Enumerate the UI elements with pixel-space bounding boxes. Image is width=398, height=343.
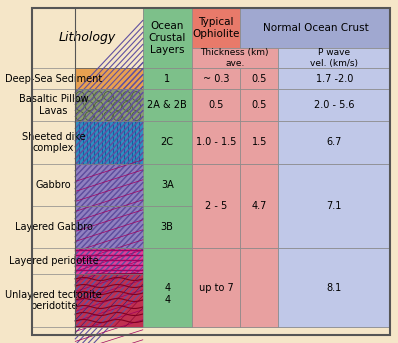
Text: Lithology: Lithology	[59, 32, 116, 45]
Bar	[278, 248, 390, 327]
Bar	[75, 248, 143, 274]
Bar	[75, 68, 143, 89]
Text: 2A & 2B: 2A & 2B	[147, 100, 187, 110]
Bar	[191, 274, 240, 327]
Text: 4.7: 4.7	[252, 201, 267, 211]
Text: Layered Gabbro: Layered Gabbro	[15, 222, 93, 232]
Text: 3B: 3B	[161, 222, 174, 232]
Text: Deep-Sea Sediment: Deep-Sea Sediment	[5, 74, 102, 84]
Bar	[191, 248, 240, 327]
Bar	[240, 248, 278, 327]
Bar	[191, 68, 240, 89]
Text: Typical
Ophiolite: Typical Ophiolite	[192, 17, 240, 39]
Text: 1.0 - 1.5: 1.0 - 1.5	[196, 137, 236, 147]
Text: 0.5: 0.5	[252, 74, 267, 84]
Text: 6.7: 6.7	[326, 137, 342, 147]
Bar	[143, 206, 191, 248]
Text: 4: 4	[164, 295, 170, 306]
Text: 7.1: 7.1	[326, 201, 342, 211]
Bar	[240, 121, 278, 164]
Bar	[278, 48, 390, 68]
Bar	[75, 164, 143, 206]
Text: Normal Ocean Crust: Normal Ocean Crust	[263, 23, 368, 33]
Text: up to 7: up to 7	[199, 283, 233, 293]
Text: 1.7 -2.0: 1.7 -2.0	[316, 74, 353, 84]
Bar	[191, 121, 240, 164]
Bar	[240, 89, 278, 121]
Bar	[32, 8, 143, 68]
Bar	[278, 89, 390, 121]
Bar	[75, 206, 143, 248]
Bar	[191, 248, 240, 274]
Bar	[278, 164, 390, 206]
Text: 3A: 3A	[161, 180, 174, 190]
Bar	[278, 206, 390, 248]
Bar	[143, 164, 191, 206]
Bar	[278, 248, 390, 274]
Text: ~ 0.3: ~ 0.3	[203, 74, 229, 84]
Text: Basaltic Pillow
Lavas: Basaltic Pillow Lavas	[19, 94, 88, 116]
Bar	[278, 121, 390, 164]
Bar	[278, 68, 390, 89]
Bar	[240, 248, 278, 274]
Bar	[143, 8, 191, 68]
Bar	[143, 248, 191, 327]
Bar	[75, 121, 143, 164]
Bar	[143, 121, 191, 164]
Text: 0.5: 0.5	[252, 100, 267, 110]
Text: 2 - 5: 2 - 5	[205, 201, 227, 211]
Bar	[191, 8, 240, 48]
Text: 0.5: 0.5	[208, 100, 224, 110]
Bar	[278, 274, 390, 327]
Text: Gabbro: Gabbro	[36, 180, 72, 190]
Bar	[240, 206, 278, 248]
Text: Sheeted dike
complex: Sheeted dike complex	[22, 131, 86, 153]
Text: 2.0 - 5.6: 2.0 - 5.6	[314, 100, 355, 110]
Bar	[240, 164, 278, 206]
Text: 1.5: 1.5	[252, 137, 267, 147]
Bar	[191, 164, 240, 248]
Text: P wave
vel. (km/s): P wave vel. (km/s)	[310, 48, 358, 68]
Bar	[240, 8, 390, 48]
Text: 1: 1	[164, 74, 170, 84]
Bar	[191, 164, 240, 206]
Text: Thickness (km)
ave.: Thickness (km) ave.	[201, 48, 269, 68]
Text: Layered peridotite: Layered peridotite	[9, 256, 99, 266]
Bar	[75, 274, 143, 327]
Bar	[191, 206, 240, 248]
Bar	[143, 68, 191, 89]
Bar	[143, 248, 191, 274]
Bar	[240, 164, 278, 248]
Bar	[240, 274, 278, 327]
Bar	[75, 89, 143, 121]
Bar	[240, 68, 278, 89]
Bar	[143, 89, 191, 121]
Bar	[143, 274, 191, 327]
Text: 2C: 2C	[161, 137, 174, 147]
Bar	[191, 48, 278, 68]
Text: Ocean
Crustal
Layers: Ocean Crustal Layers	[148, 21, 186, 55]
Bar	[191, 89, 240, 121]
Text: 4: 4	[164, 283, 170, 293]
Bar	[278, 164, 390, 248]
Text: Unlayered tectonite
peridotite: Unlayered tectonite peridotite	[5, 289, 102, 311]
Text: 8.1: 8.1	[327, 283, 342, 293]
